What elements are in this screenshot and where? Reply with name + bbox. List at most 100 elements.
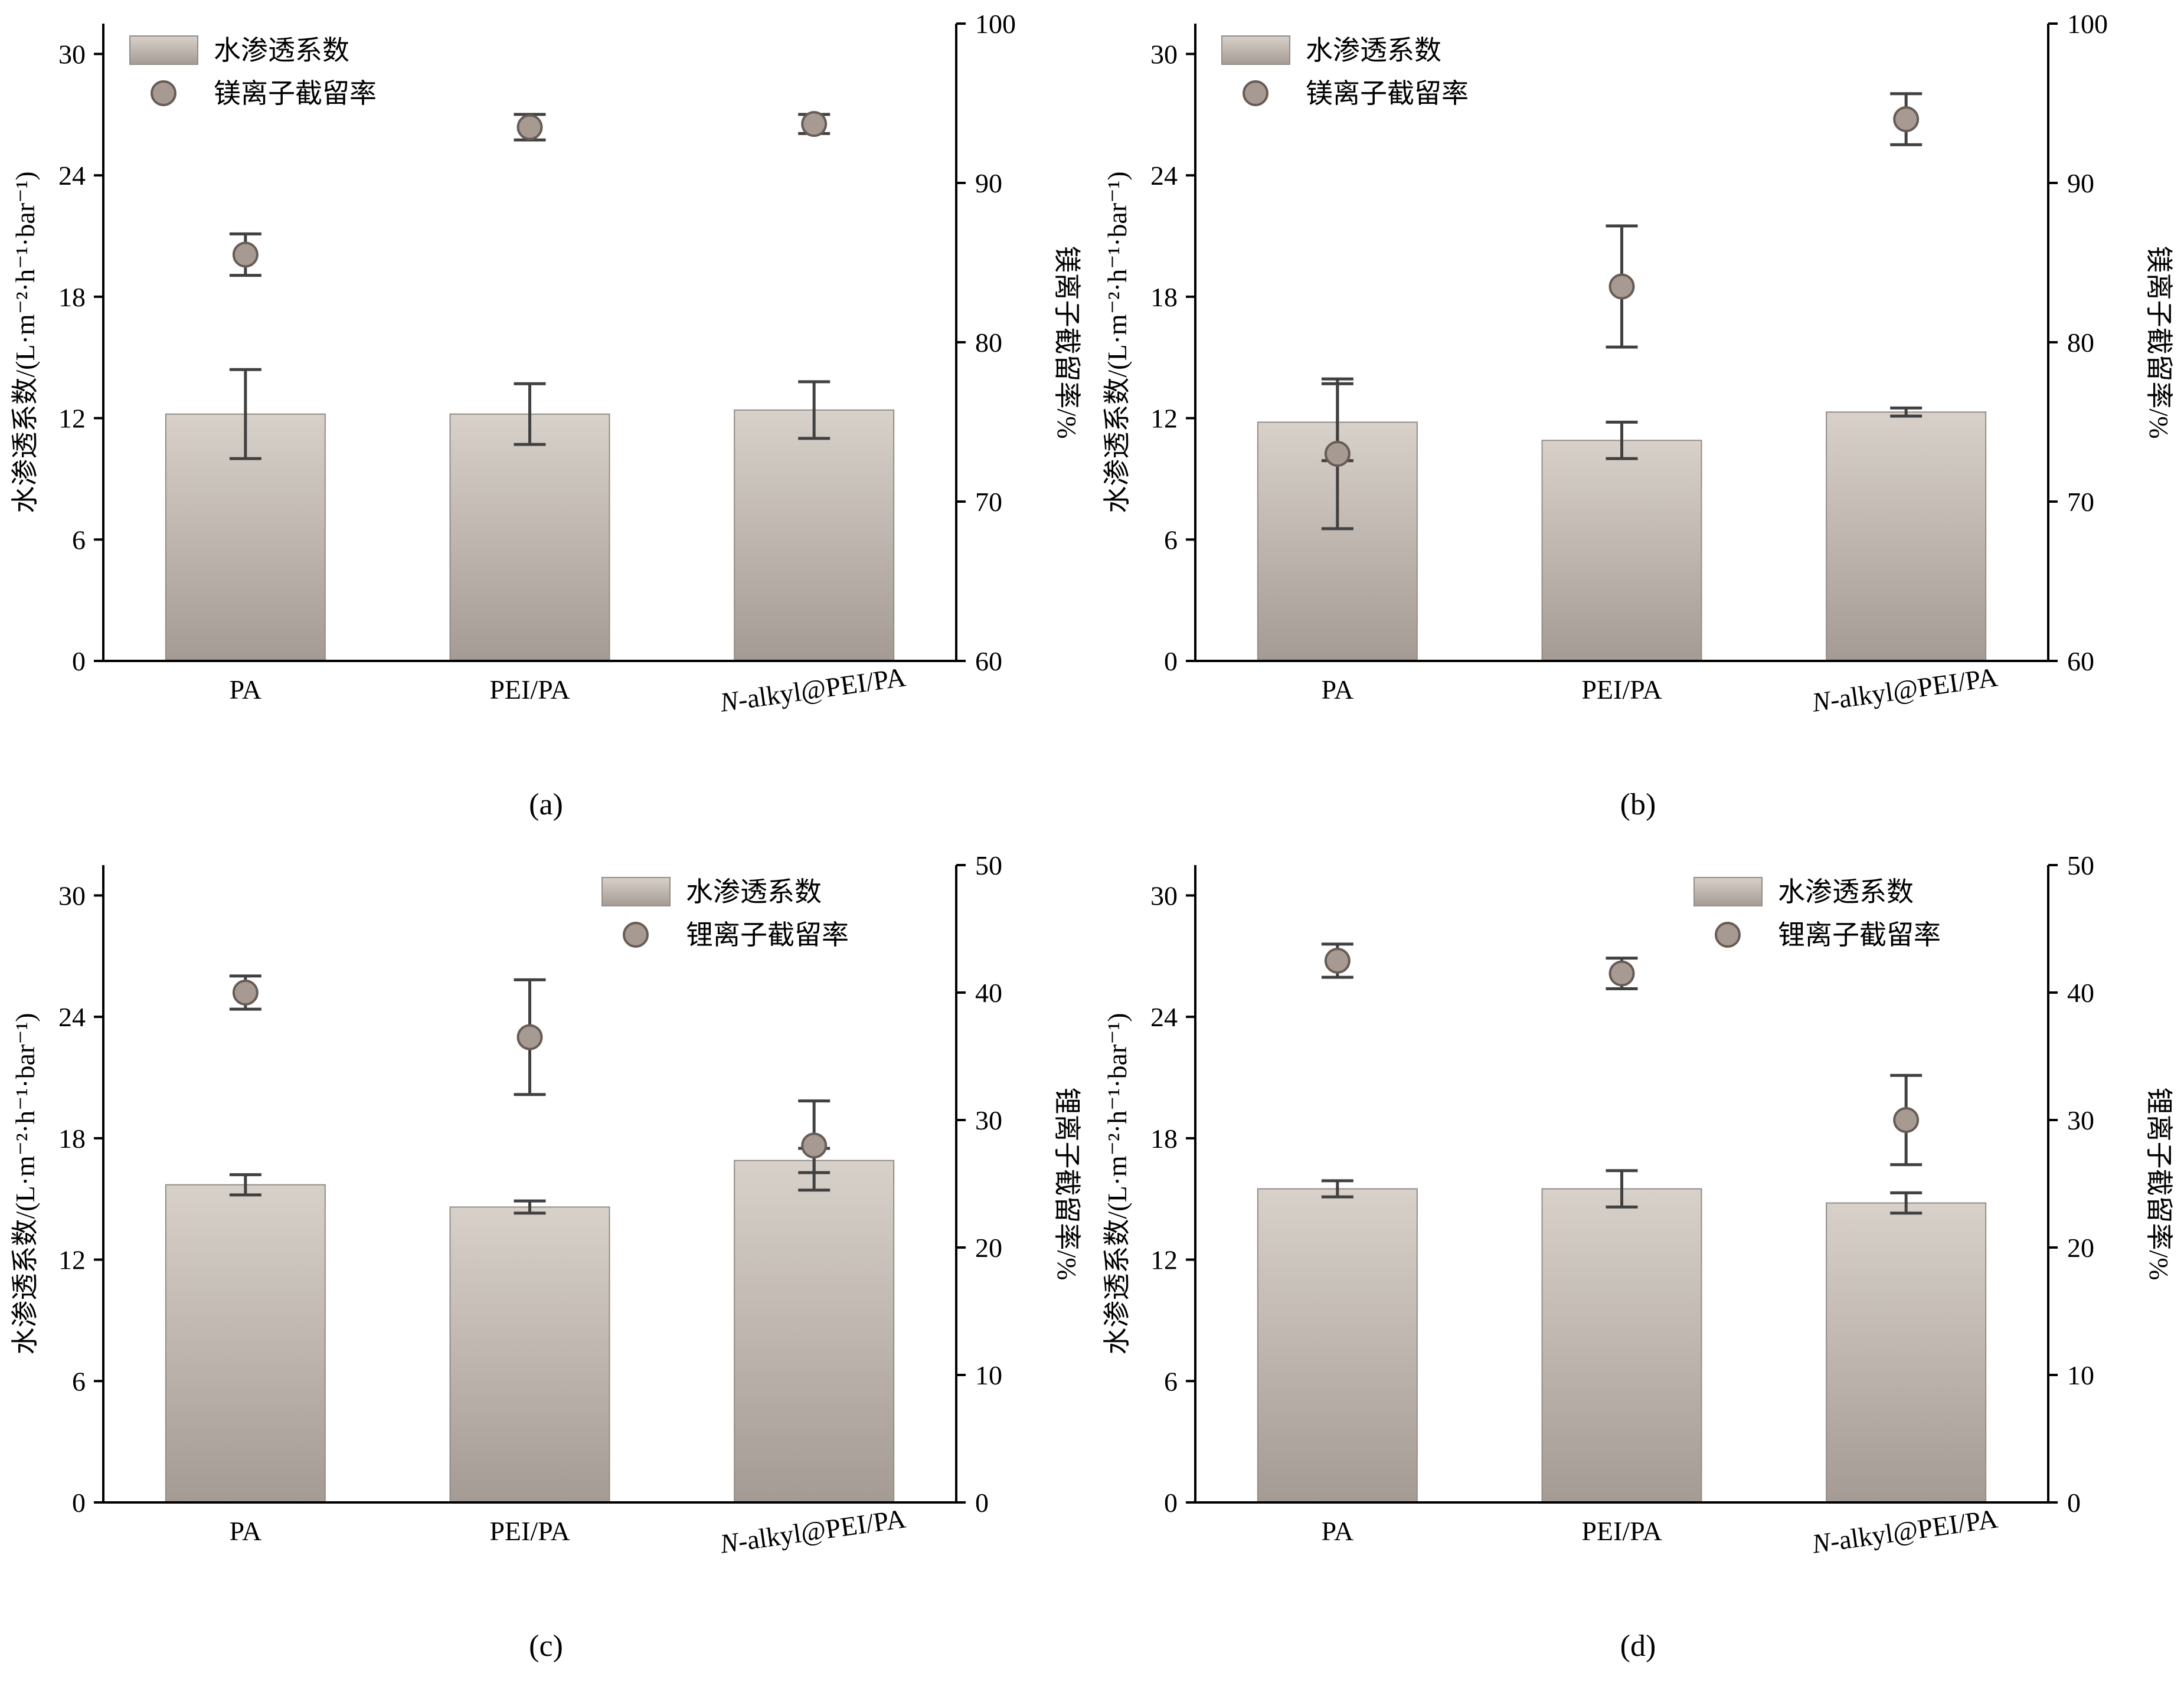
x-category-label: PA (230, 674, 262, 705)
right-tick-label: 100 (2067, 9, 2108, 39)
dot (1324, 948, 1351, 974)
x-category-label: PEI/PA (1581, 1516, 1662, 1546)
bar-error-bars (229, 368, 831, 460)
chart-svg-a: 0 6 12 18 24 30 60 70 80 90 100 PA PEI/PA N-alkyl@PEI… (10, 9, 1082, 718)
left-tick-label: 0 (72, 1488, 86, 1518)
legend-bar-swatch (1221, 35, 1290, 65)
right-axis-title: 锂离子截留率/% (2144, 1087, 2174, 1280)
bar (1826, 1202, 1987, 1503)
caption-a: (a) (529, 788, 563, 821)
right-axis-title: 镁离子截留率/% (2144, 245, 2174, 438)
caption-b: (b) (1620, 788, 1656, 821)
bar-series (1257, 411, 1987, 662)
x-category-label: PA (230, 1516, 262, 1546)
legend-dot-label: 锂离子截留率 (1778, 920, 1941, 950)
left-tick-label: 24 (1150, 1002, 1178, 1032)
dot (1893, 1107, 1920, 1133)
left-axis-title: 水渗透系数/(L·m⁻²·h⁻¹·bar⁻¹) (10, 171, 40, 513)
right-tick-label: 40 (2067, 978, 2094, 1008)
right-tick-label: 50 (975, 850, 1002, 880)
right-tick-label: 40 (975, 978, 1002, 1008)
bar (734, 1160, 895, 1503)
dot (516, 114, 543, 140)
right-tick-label: 20 (2067, 1233, 2094, 1263)
caption-d: (d) (1620, 1629, 1656, 1663)
right-tick-label: 60 (975, 646, 1002, 676)
left-axis-title: 水渗透系数/(L·m⁻²·h⁻¹·bar⁻¹) (10, 1013, 40, 1354)
right-axis-title: 锂离子截留率/% (1052, 1087, 1082, 1280)
right-tick-label: 10 (975, 1360, 1002, 1390)
right-axis-title: 镁离子截留率/% (1052, 245, 1082, 438)
left-tick-label: 6 (1164, 525, 1178, 555)
left-tick-label: 0 (1164, 1488, 1178, 1518)
right-tick-label: 100 (975, 9, 1016, 39)
x-category-label: PEI/PA (489, 1516, 570, 1546)
right-tick-label: 90 (975, 168, 1002, 198)
dot (232, 241, 259, 268)
left-tick-label: 24 (58, 161, 86, 191)
dot-series (232, 111, 828, 268)
dot (516, 1024, 543, 1050)
bar (1541, 440, 1702, 662)
left-tick-label: 18 (1150, 282, 1178, 312)
bar-error-bars (1321, 1169, 1923, 1215)
x-category-label: N-alkyl@PEI/PA (718, 662, 908, 718)
right-tick-label: 30 (975, 1105, 1002, 1135)
left-tick-label: 0 (1164, 646, 1178, 676)
left-axis-title: 水渗透系数/(L·m⁻²·h⁻¹·bar⁻¹) (1102, 171, 1132, 513)
left-tick-label: 12 (1150, 404, 1178, 434)
dot (1608, 273, 1635, 300)
left-tick-label: 24 (1150, 161, 1178, 191)
legend-dot-label: 镁离子截留率 (1306, 78, 1469, 109)
bar (449, 1206, 610, 1504)
legend-bar-swatch (601, 877, 671, 906)
right-tick-label: 70 (2067, 487, 2094, 517)
dot (1608, 960, 1635, 987)
legend-dot-label: 镁离子截留率 (214, 78, 377, 109)
left-tick-label: 30 (58, 880, 86, 911)
left-axis-title: 水渗透系数/(L·m⁻²·h⁻¹·bar⁻¹) (1102, 1013, 1132, 1354)
dot (232, 980, 259, 1006)
x-category-label: N-alkyl@PEI/PA (1810, 1503, 2000, 1559)
right-tick-label: 60 (2067, 646, 2094, 676)
legend-dot-swatch (1243, 80, 1268, 106)
bar (165, 1184, 326, 1503)
bar-series (165, 409, 895, 662)
right-tick-label: 50 (2067, 850, 2094, 880)
caption-c: (c) (529, 1629, 563, 1663)
left-tick-label: 30 (58, 39, 86, 69)
chart-svg-d: 0 6 12 18 24 30 0 10 20 30 40 50 PA PEI/PA N-alkyl@PEI… (1102, 850, 2174, 1559)
dot-error-bars (229, 974, 831, 1192)
right-tick-label: 70 (975, 487, 1002, 517)
left-tick-label: 18 (58, 1124, 86, 1154)
panel-a: 0 6 12 18 24 30 60 70 80 90 100 PA PEI/PA N-alkyl@PEI… (0, 0, 1092, 841)
legend-dot-swatch (623, 922, 649, 948)
panel-c: 0 6 12 18 24 30 0 10 20 30 40 50 PA PEI/PA N-alkyl@PEI… (0, 841, 1092, 1683)
panel-b: 0 6 12 18 24 30 60 70 80 90 100 PA PEI/PA N-alkyl@PEI… (1092, 0, 2184, 841)
left-tick-label: 6 (72, 1366, 86, 1396)
legend-bar-label: 水渗透系数 (686, 877, 822, 907)
panel-d: 0 6 12 18 24 30 0 10 20 30 40 50 PA PEI/PA N-alkyl@PEI… (1092, 841, 2184, 1683)
dot (801, 111, 828, 137)
x-category-label: PEI/PA (489, 674, 570, 705)
chart-b: 0 6 12 18 24 30 60 70 80 90 100 PA PEI/PA N-alkyl@PEI… (1092, 0, 2184, 785)
chart-svg-b: 0 6 12 18 24 30 60 70 80 90 100 PA PEI/PA N-alkyl@PEI… (1102, 9, 2174, 718)
dot (1893, 106, 1920, 132)
axes (102, 865, 957, 1504)
chart-svg-c: 0 6 12 18 24 30 0 10 20 30 40 50 PA PEI/PA N-alkyl@PEI… (10, 850, 1082, 1559)
x-category-label: PA (1322, 1516, 1354, 1546)
bar-series (165, 1160, 895, 1504)
legend-dot-swatch (151, 80, 176, 106)
left-tick-label: 12 (1150, 1245, 1178, 1275)
left-tick-label: 12 (58, 1245, 86, 1275)
x-category-label: PA (1322, 674, 1354, 705)
left-tick-label: 24 (58, 1002, 86, 1032)
left-tick-label: 18 (1150, 1124, 1178, 1154)
legend-bar-swatch (129, 35, 198, 65)
dot (1324, 441, 1351, 467)
left-tick-label: 30 (1150, 880, 1178, 911)
